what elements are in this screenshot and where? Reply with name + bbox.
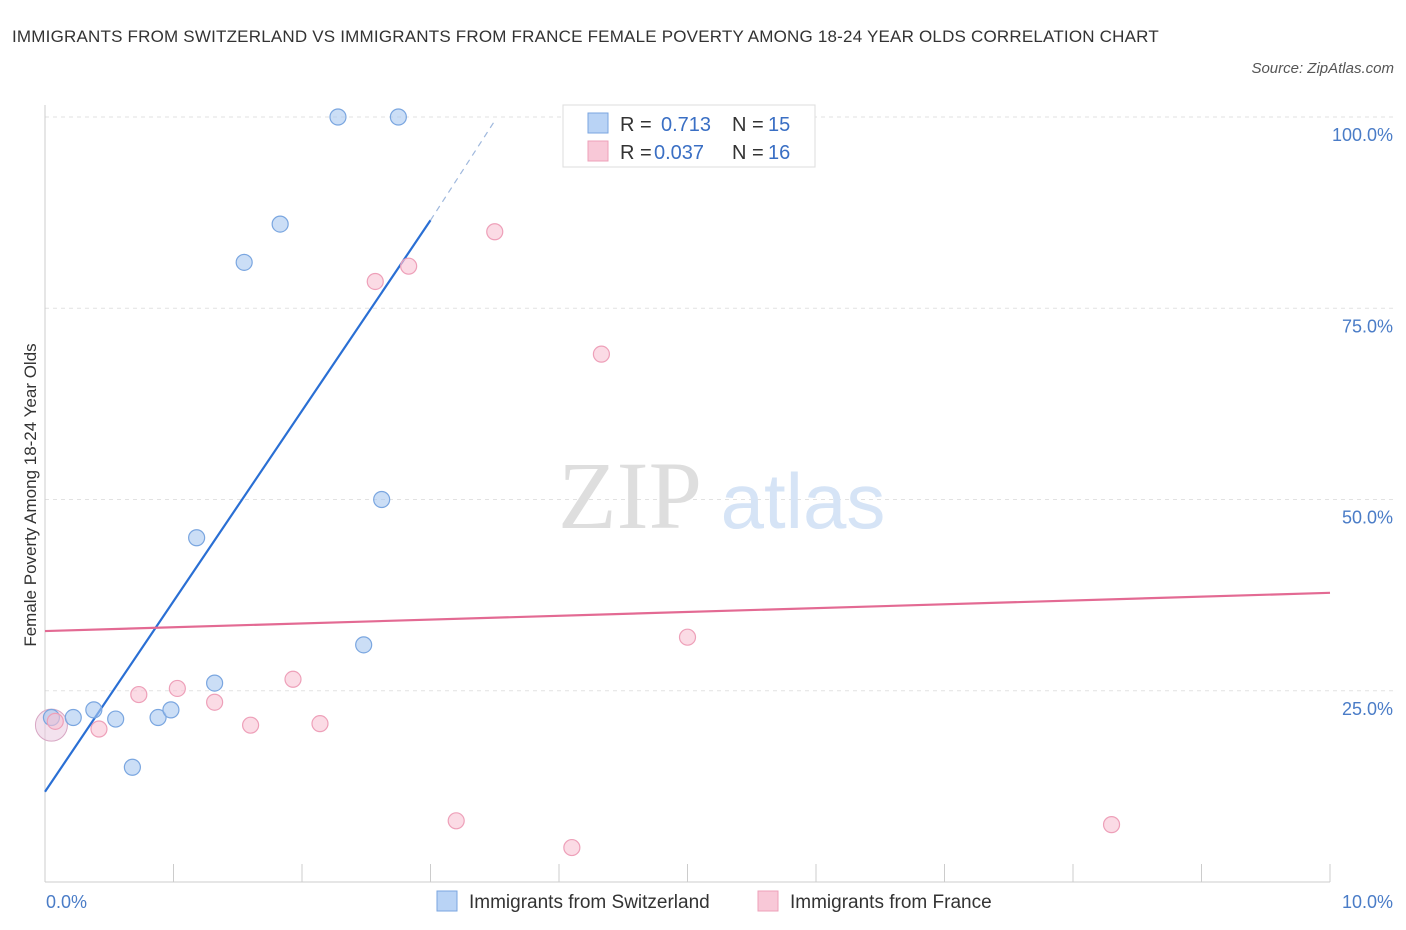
legend-swatch-france [587,140,609,162]
point-france-5 [242,716,260,734]
legend-r-label-1: R = [620,114,652,136]
point-france-2 [130,685,148,704]
point-switzerland-13 [373,490,391,509]
point-switzerland-8 [206,674,224,692]
chart-source: Source: ZipAtlas.com [1251,60,1394,77]
y-tick-label-75: 75.0% [1342,316,1393,336]
point-france-3 [168,679,186,698]
series-legend-label-france: Immigrants from France [790,892,992,913]
series-legend-swatch-france [757,890,779,912]
grid-lines: 25.0% 50.0% 75.0% 100.0% [45,116,1395,719]
legend-n-label-1: N = [732,114,764,136]
point-france-13 [592,345,611,363]
watermark-atlas: atlas [721,457,886,545]
x-tick-label-min: 0.0% [46,892,87,912]
y-tick-label-25: 25.0% [1342,699,1393,719]
point-switzerland-4 [123,758,141,776]
legend-r-label-2: R = [620,142,652,164]
point-switzerland-14 [389,108,407,126]
point-switzerland-6 [162,701,180,719]
legend-n-value-2: 16 [768,142,790,164]
trend-line-1 [44,591,1331,633]
series-legend: Immigrants from Switzerland Immigrants f… [436,890,992,913]
legend-swatch-switzerland [587,112,609,134]
point-france-6 [284,670,302,688]
y-tick-label-50: 50.0% [1342,508,1393,528]
point-france-4 [206,693,224,711]
series-legend-label-switzerland: Immigrants from Switzerland [469,892,710,913]
trend-lines [44,120,1331,793]
point-france-7 [311,715,329,733]
data-points [34,108,1121,857]
point-france-0 [46,712,64,730]
stats-legend: R = 0.713 N = 15 R = 0.037 N = 16 [562,104,816,168]
legend-n-label-2: N = [732,142,764,164]
point-switzerland-2 [85,701,103,719]
axes [44,105,1331,883]
point-switzerland-11 [329,108,347,126]
point-switzerland-9 [235,253,253,271]
point-switzerland-12 [355,636,373,654]
y-axis-title: Female Poverty Among 18-24 Year Olds [21,343,40,646]
point-switzerland-1 [64,708,82,727]
point-france-12 [563,838,581,857]
y-tick-label-100: 100.0% [1332,125,1393,145]
point-france-15 [1102,816,1121,834]
point-switzerland-10 [271,215,289,233]
point-france-1 [90,720,108,738]
legend-r-value-2: 0.037 [654,142,704,164]
watermark-zip: ZIP [558,442,702,549]
point-switzerland-3 [107,710,125,728]
point-switzerland-7 [188,529,206,547]
series-legend-swatch-switzerland [436,890,458,912]
watermark: ZIP atlas [558,442,885,549]
point-france-10 [447,812,465,830]
point-france-14 [678,628,697,646]
legend-n-value-1: 15 [768,114,790,136]
point-france-9 [400,257,418,275]
point-france-8 [366,272,384,291]
x-tick-label-max: 10.0% [1342,892,1393,912]
point-switzerland-5 [149,708,167,727]
legend-r-value-1: 0.713 [661,114,711,136]
trend-line-extension-0 [429,120,496,221]
point-france-11 [486,223,504,241]
trend-line-0 [44,219,432,793]
chart-title: IMMIGRANTS FROM SWITZERLAND VS IMMIGRANT… [12,27,1159,46]
